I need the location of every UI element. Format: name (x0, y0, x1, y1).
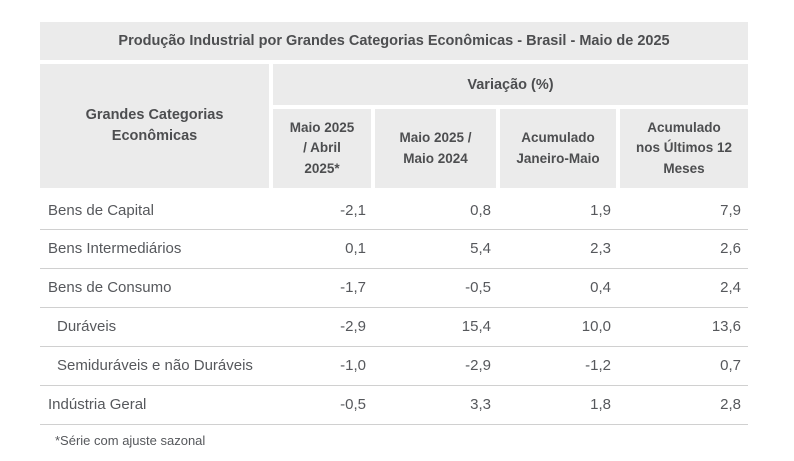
column-header-acumulado-12-meses: Acumulado nos Últimos 12 Meses (615, 107, 749, 192)
value-cell: 2,3 (498, 229, 618, 269)
row-label-cell: Bens Intermediários (40, 229, 271, 269)
table-row: Semiduráveis e não Duráveis -1,0 -2,9 -1… (40, 346, 749, 386)
column-header-row: Maio 2025 / Abril 2025* Maio 2025 / Maio… (40, 107, 749, 192)
row-group-header: Grandes Categorias Econômicas (40, 62, 273, 192)
value-cell: 0,7 (618, 346, 749, 386)
value-cell: -2,1 (271, 190, 373, 230)
value-cell: 0,8 (373, 190, 498, 230)
page: Produção Industrial por Grandes Categori… (40, 22, 749, 448)
value-cell: 7,9 (618, 190, 749, 230)
value-cell: -1,2 (498, 346, 618, 386)
value-cell: 3,3 (373, 385, 498, 425)
table-row: Indústria Geral -0,5 3,3 1,8 2,8 (40, 385, 749, 425)
variation-group-header: Variação (%) (271, 62, 749, 109)
value-cell: -0,5 (271, 385, 373, 425)
value-cell: -2,9 (373, 346, 498, 386)
column-header-acumulado-janeiro-maio: Acumulado Janeiro-Maio (496, 107, 618, 192)
row-label-cell: Semiduráveis e não Duráveis (40, 346, 271, 386)
value-cell: -2,9 (271, 307, 373, 347)
footnote: *Série com ajuste sazonal (55, 432, 206, 448)
table-row: Duráveis -2,9 15,4 10,0 13,6 (40, 307, 749, 347)
table-row: Bens de Consumo -1,7 -0,5 0,4 2,4 (40, 268, 749, 308)
table-row: Bens Intermediários 0,1 5,4 2,3 2,6 (40, 229, 749, 269)
value-cell: 15,4 (373, 307, 498, 347)
row-label-cell: Indústria Geral (40, 385, 271, 425)
column-header-maio2025-abril2025: Maio 2025 / Abril 2025* (269, 107, 373, 192)
value-cell: 10,0 (498, 307, 618, 347)
value-cell: -1,0 (271, 346, 373, 386)
value-cell: 2,4 (618, 268, 749, 308)
value-cell: -0,5 (373, 268, 498, 308)
value-cell: 2,8 (618, 385, 749, 425)
value-cell: 13,6 (618, 307, 749, 347)
table-title: Produção Industrial por Grandes Categori… (40, 22, 749, 64)
row-label-cell: Duráveis (40, 307, 271, 347)
value-cell: -1,7 (271, 268, 373, 308)
table-row: Bens de Capital -2,1 0,8 1,9 7,9 (40, 190, 749, 230)
value-cell: 0,1 (271, 229, 373, 269)
industrial-production-table: Produção Industrial por Grandes Categori… (40, 22, 749, 425)
column-header-maio2025-maio2024: Maio 2025 / Maio 2024 (371, 107, 498, 192)
title-row: Produção Industrial por Grandes Categori… (40, 22, 749, 64)
row-label-cell: Bens de Capital (40, 190, 271, 230)
value-cell: 5,4 (373, 229, 498, 269)
row-label-cell: Bens de Consumo (40, 268, 271, 308)
value-cell: 2,6 (618, 229, 749, 269)
value-cell: 0,4 (498, 268, 618, 308)
value-cell: 1,8 (498, 385, 618, 425)
value-cell: 1,9 (498, 190, 618, 230)
group-header-row: Grandes Categorias Econômicas Variação (… (40, 62, 749, 192)
